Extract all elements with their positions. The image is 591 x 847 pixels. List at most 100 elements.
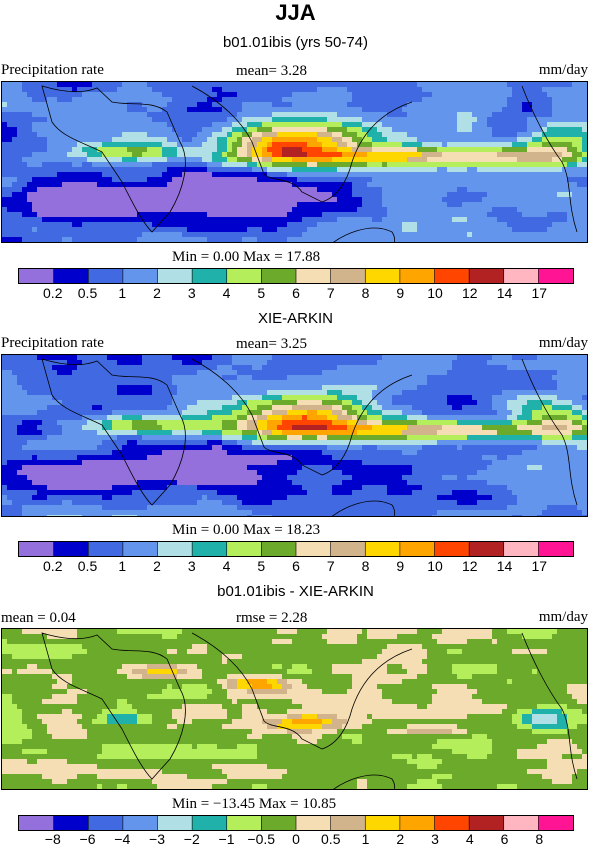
colorbar-swatch bbox=[538, 542, 573, 556]
panel-1-map bbox=[1, 81, 588, 243]
colorbar-tick-label: 0.2 bbox=[43, 558, 62, 574]
colorbar-swatch bbox=[400, 816, 435, 830]
colorbar-swatch bbox=[296, 269, 331, 283]
colorbar-tick-label: 2 bbox=[153, 558, 161, 574]
colorbar-swatch bbox=[54, 542, 89, 556]
colorbar-swatch bbox=[261, 542, 296, 556]
colorbar-tick-label: 0.5 bbox=[78, 558, 97, 574]
colorbar-tick-label: 9 bbox=[396, 558, 404, 574]
colorbar-swatch bbox=[469, 269, 504, 283]
colorbar-swatch bbox=[192, 816, 227, 830]
colorbar-swatch bbox=[88, 269, 123, 283]
colorbar-swatch bbox=[227, 542, 262, 556]
colorbar-swatch bbox=[158, 816, 193, 830]
colorbar-tick-label: 3 bbox=[188, 558, 196, 574]
panel-2-mean-label: mean= 3.25 bbox=[236, 336, 307, 353]
colorbar-tick-label: 4 bbox=[223, 285, 231, 301]
colorbar-swatch bbox=[504, 542, 539, 556]
colorbar-swatch bbox=[19, 542, 54, 556]
colorbar-swatch bbox=[296, 542, 331, 556]
colorbar-tick-label: 12 bbox=[462, 558, 478, 574]
panel-2-colorbar bbox=[18, 541, 574, 557]
colorbar-swatch bbox=[158, 542, 193, 556]
colorbar-swatch bbox=[331, 816, 366, 830]
colorbar-swatch bbox=[504, 816, 539, 830]
colorbar-tick-label: 4 bbox=[223, 558, 231, 574]
colorbar-tick-label: 8 bbox=[362, 285, 370, 301]
colorbar-swatch bbox=[538, 816, 573, 830]
panel-2-units-label: mm/day bbox=[539, 335, 588, 352]
panel-2-title: XIE-ARKIN bbox=[0, 310, 591, 327]
colorbar-tick-label: 1 bbox=[118, 285, 126, 301]
colorbar-tick-label: 5 bbox=[257, 558, 265, 574]
colorbar-tick-label: 6 bbox=[292, 285, 300, 301]
colorbar-swatch bbox=[123, 269, 158, 283]
colorbar-swatch bbox=[435, 816, 470, 830]
colorbar-swatch bbox=[469, 542, 504, 556]
colorbar-swatch bbox=[365, 542, 400, 556]
panel-3-title: b01.01ibis - XIE-ARKIN bbox=[0, 583, 591, 600]
colorbar-swatch bbox=[88, 542, 123, 556]
panel-3-colorbar bbox=[18, 815, 574, 831]
colorbar-swatch bbox=[123, 542, 158, 556]
colorbar-swatch bbox=[54, 269, 89, 283]
colorbar-swatch bbox=[19, 269, 54, 283]
panel-2-minmax: Min = 0.00 Max = 18.23 bbox=[172, 522, 320, 539]
colorbar-tick-label: 17 bbox=[531, 558, 547, 574]
colorbar-tick-label: 0.5 bbox=[78, 285, 97, 301]
colorbar-tick-label: 0.2 bbox=[43, 285, 62, 301]
colorbar-swatch bbox=[54, 816, 89, 830]
colorbar-swatch bbox=[365, 269, 400, 283]
colorbar-tick-label: 6 bbox=[292, 558, 300, 574]
colorbar-swatch bbox=[538, 269, 573, 283]
colorbar-swatch bbox=[227, 269, 262, 283]
panel-3-minmax: Min = −13.45 Max = 10.85 bbox=[172, 796, 336, 813]
colorbar-swatch bbox=[123, 816, 158, 830]
panel-1-mean-label: mean= 3.28 bbox=[236, 63, 307, 80]
panel-1-units-label: mm/day bbox=[539, 62, 588, 79]
colorbar-tick-label: 12 bbox=[462, 285, 478, 301]
colorbar-tick-label: 7 bbox=[327, 558, 335, 574]
colorbar-tick-label: 14 bbox=[497, 558, 513, 574]
panel-3-mean-label: mean = 0.04 bbox=[1, 610, 76, 627]
colorbar-tick-label: 2 bbox=[153, 285, 161, 301]
panel-3-units-label: mm/day bbox=[539, 609, 588, 626]
panel-2-map bbox=[1, 354, 588, 517]
colorbar-tick-label: 7 bbox=[327, 285, 335, 301]
colorbar-tick-label: 10 bbox=[427, 285, 443, 301]
panel-3-map bbox=[1, 628, 588, 790]
colorbar-tick-label: 10 bbox=[427, 558, 443, 574]
panel-1-title: b01.01ibis (yrs 50-74) bbox=[0, 34, 591, 51]
colorbar-tick-label: 3 bbox=[188, 285, 196, 301]
colorbar-swatch bbox=[435, 269, 470, 283]
colorbar-swatch bbox=[261, 269, 296, 283]
colorbar-tick-label: 1 bbox=[118, 558, 126, 574]
colorbar-tick-label: 14 bbox=[497, 285, 513, 301]
colorbar-swatch bbox=[400, 269, 435, 283]
panel-2-variable-label: Precipitation rate bbox=[1, 335, 104, 352]
colorbar-swatch bbox=[331, 269, 366, 283]
colorbar-swatch bbox=[227, 816, 262, 830]
colorbar-swatch bbox=[331, 542, 366, 556]
colorbar-swatch bbox=[192, 269, 227, 283]
colorbar-tick-label: 17 bbox=[531, 285, 547, 301]
colorbar-swatch bbox=[19, 816, 54, 830]
panel-1-minmax: Min = 0.00 Max = 17.88 bbox=[172, 249, 320, 266]
colorbar-swatch bbox=[400, 542, 435, 556]
colorbar-swatch bbox=[365, 816, 400, 830]
colorbar-swatch bbox=[261, 816, 296, 830]
figure-title: JJA bbox=[0, 0, 591, 26]
panel-3-rmse-label: rmse = 2.28 bbox=[236, 610, 307, 627]
colorbar-swatch bbox=[88, 816, 123, 830]
panel-1-colorbar bbox=[18, 268, 574, 284]
colorbar-tick-label: 9 bbox=[396, 285, 404, 301]
colorbar-tick-label: 5 bbox=[257, 285, 265, 301]
colorbar-swatch bbox=[296, 816, 331, 830]
colorbar-swatch bbox=[158, 269, 193, 283]
colorbar-swatch bbox=[192, 542, 227, 556]
colorbar-swatch bbox=[469, 816, 504, 830]
colorbar-swatch bbox=[504, 269, 539, 283]
